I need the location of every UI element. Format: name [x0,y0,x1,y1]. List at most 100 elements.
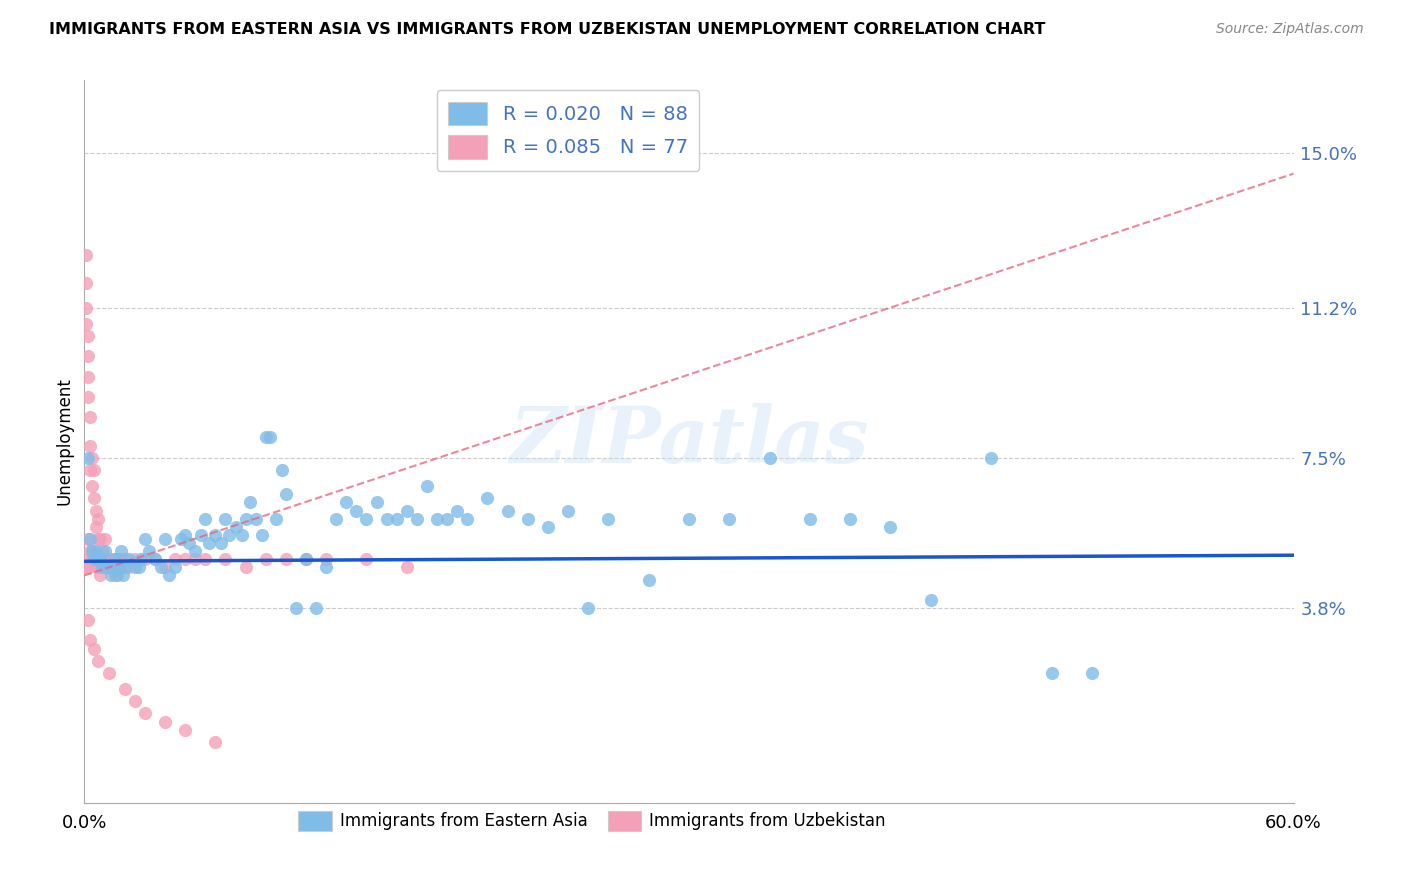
Point [134,532,156,546]
Text: IMMIGRANTS FROM EASTERN ASIA VS IMMIGRANTS FROM UZBEKISTAN UNEMPLOYMENT CORRELAT: IMMIGRANTS FROM EASTERN ASIA VS IMMIGRAN… [49,22,1046,37]
Point [209,536,232,550]
Point [77,369,100,384]
Point [77,390,100,404]
Point [184,544,207,558]
Point [214,552,236,566]
Point [124,552,146,566]
Point [190,528,212,542]
Text: Source: ZipAtlas.com: Source: ZipAtlas.com [1216,22,1364,37]
Point [105,568,128,582]
Point [366,495,388,509]
Point [174,528,197,542]
Point [315,552,337,566]
Point [153,560,176,574]
Point [231,528,253,542]
Point [83,491,105,506]
Point [96,552,118,566]
Point [118,560,141,574]
Point [75,317,97,331]
Point [134,552,156,566]
Point [204,735,226,749]
Point [416,479,439,493]
Point [516,511,538,525]
Point [496,503,519,517]
Point [82,544,104,558]
Point [79,463,101,477]
Point [77,329,100,343]
Point [436,511,458,525]
Point [165,552,187,566]
Point [245,511,267,525]
Point [83,552,105,566]
Point [375,511,398,525]
Point [143,552,166,566]
Point [79,552,101,566]
Point [93,560,115,574]
Point [239,495,262,509]
Point [86,560,108,574]
Point [82,552,104,566]
Point [87,654,110,668]
Point [107,560,129,574]
Point [79,410,101,425]
Point [105,552,128,566]
Point [678,511,700,525]
Point [315,560,337,574]
Point [87,560,110,574]
Point [718,511,741,525]
Point [86,544,108,558]
Point [75,301,97,315]
Point [91,560,114,574]
Point [295,552,318,566]
Point [134,706,156,721]
Point [128,560,150,574]
Point [879,520,901,534]
Point [920,592,942,607]
Point [104,568,127,582]
Point [97,665,120,680]
Point [89,568,111,582]
Point [576,601,599,615]
Point [218,528,240,542]
Point [77,450,100,465]
Point [1081,665,1104,680]
Point [250,528,273,542]
Point [446,503,468,517]
Point [346,503,368,517]
Point [259,430,281,444]
Point [477,491,499,506]
Point [77,349,100,363]
Point [75,560,97,574]
Point [758,450,780,465]
Text: ZIPatlas: ZIPatlas [509,403,869,480]
Point [194,552,217,566]
Point [537,520,560,534]
Point [170,532,193,546]
Point [86,520,108,534]
Point [385,511,408,525]
Point [204,528,226,542]
Point [295,552,318,566]
Point [107,560,129,574]
Point [83,641,105,656]
Point [89,552,111,566]
Point [104,560,127,574]
Point [79,633,101,648]
Point [406,511,429,525]
Point [96,560,118,574]
Point [153,714,176,729]
Point [598,511,620,525]
Point [274,487,297,501]
Point [79,532,101,546]
Point [100,560,122,574]
Point [79,439,101,453]
Point [235,511,257,525]
Point [184,552,207,566]
Point [149,560,172,574]
Point [637,573,659,587]
Point [124,694,146,708]
Point [198,536,221,550]
Point [264,511,287,525]
Point [356,511,378,525]
Point [274,552,297,566]
